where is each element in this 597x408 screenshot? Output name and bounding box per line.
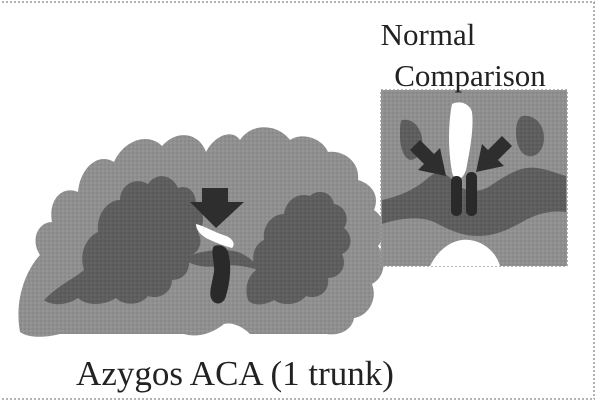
white-matter-left — [44, 176, 204, 305]
inset-arrow-left-icon — [410, 140, 446, 176]
normal-comparison-inset — [380, 89, 568, 267]
inset-aca-vessel-right — [466, 172, 477, 216]
azygos-aca-vessel — [210, 245, 231, 304]
inset-sulcus-right — [516, 115, 544, 157]
inset-aca-vessel-left — [451, 176, 462, 216]
figure-frame — [2, 1, 595, 400]
main-caption: Azygos ACA (1 trunk) — [76, 354, 394, 393]
inset-base-gap — [430, 239, 500, 266]
azygos-arrow-icon — [190, 188, 244, 228]
inset-title-line2: Comparison — [394, 58, 546, 93]
inset-title-line1: Normal — [381, 17, 476, 52]
interhemispheric-fissure — [196, 224, 234, 248]
inset-midline-fissure — [449, 102, 473, 180]
azygos-brain-section — [18, 127, 385, 337]
white-matter-right — [246, 191, 351, 305]
inset-arrow-right-icon — [476, 136, 512, 172]
